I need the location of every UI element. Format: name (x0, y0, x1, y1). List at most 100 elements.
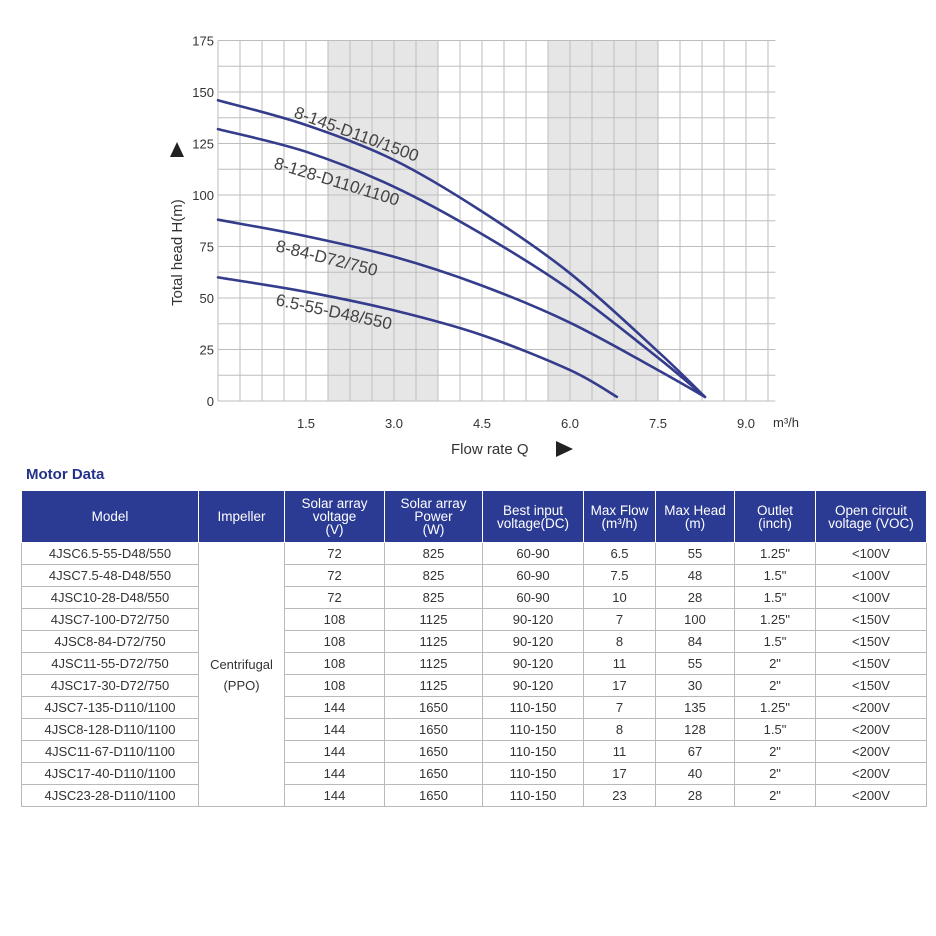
table-cell: 17 (583, 674, 656, 697)
table-cell: 2" (734, 674, 816, 697)
table-cell: 110-150 (482, 696, 584, 719)
column-header: Solar array Power (W) (384, 490, 483, 543)
table-cell: <200V (815, 784, 927, 807)
curve-line (216, 276, 619, 399)
pump-performance-chart: 8-145-D110/15008-128-D110/11008-84-D72/7… (169, 34, 799, 459)
table-cell: 1125 (384, 608, 483, 631)
table-cell: 72 (284, 564, 385, 587)
table-cell: 4JSC11-55-D72/750 (21, 652, 199, 675)
chart-grid (217, 40, 776, 402)
table-cell: <150V (815, 674, 927, 697)
motor-data-table: Model Impeller Solar array voltage (V) Solar … (21, 490, 927, 807)
table-cell: 1125 (384, 630, 483, 653)
table-cell: 1.25" (734, 608, 816, 631)
table-cell: 108 (284, 674, 385, 697)
y-tick-label: 150 (192, 85, 214, 100)
table-cell: 1.25" (734, 542, 816, 565)
table-cell: 4JSC7-135-D110/1100 (21, 696, 199, 719)
table-cell: 110-150 (482, 784, 584, 807)
table-cell: 1650 (384, 762, 483, 785)
table-cell: 1650 (384, 740, 483, 763)
table-cell: <200V (815, 740, 927, 763)
table-cell: 144 (284, 784, 385, 807)
column-header: Max Flow (m³/h) (583, 490, 656, 543)
column-header: Open circuit voltage (VOC) (815, 490, 927, 543)
table-cell: 7 (583, 608, 656, 631)
table-cell: 17 (583, 762, 656, 785)
table-cell: 1.5" (734, 564, 816, 587)
table-cell: 1125 (384, 652, 483, 675)
table-row: 4JSC8-84-D72/750 108 1125 90-120 8 84 1.5" <150… (21, 630, 927, 653)
x-tick-label: 7.5 (649, 416, 667, 431)
table-cell: 10 (583, 586, 656, 609)
table-cell: 144 (284, 696, 385, 719)
table-cell: 4JSC17-40-D110/1100 (21, 762, 199, 785)
table-cell: 60-90 (482, 564, 584, 587)
performance-curves (216, 98, 707, 399)
table-cell: 110-150 (482, 762, 584, 785)
table-cell: 84 (655, 630, 735, 653)
table-cell: 60-90 (482, 542, 584, 565)
table-cell: 28 (655, 586, 735, 609)
y-tick-label: 175 (192, 34, 214, 49)
curve-line (216, 218, 707, 399)
table-cell: 108 (284, 652, 385, 675)
table-row: 4JSC17-40-D110/1100 144 1650 110-150 17 40 2" <… (21, 762, 927, 785)
table-cell: 72 (284, 586, 385, 609)
table-cell: 4JSC11-67-D110/1100 (21, 740, 199, 763)
table-cell: 144 (284, 718, 385, 741)
table-cell: 7.5 (583, 564, 656, 587)
table-cell: 1125 (384, 674, 483, 697)
table-cell: 4JSC8-128-D110/1100 (21, 718, 199, 741)
table-cell: 108 (284, 630, 385, 653)
table-cell: 4JSC23-28-D110/1100 (21, 784, 199, 807)
table-cell: 11 (583, 740, 656, 763)
y-axis-label: Total head H(m) (169, 199, 186, 306)
table-cell: 8 (583, 630, 656, 653)
curve-line (216, 98, 707, 399)
y-tick-label: 50 (200, 291, 214, 306)
table-cell: 128 (655, 718, 735, 741)
table-cell: 55 (655, 652, 735, 675)
table-cell: 4JSC8-84-D72/750 (21, 630, 199, 653)
table-cell: 6.5 (583, 542, 656, 565)
table-row: 4JSC17-30-D72/750 108 1125 90-120 17 30 2" <150… (21, 674, 927, 697)
table-cell: 8 (583, 718, 656, 741)
table-cell: 135 (655, 696, 735, 719)
table-cell: 67 (655, 740, 735, 763)
table-cell: 4JSC17-30-D72/750 (21, 674, 199, 697)
impeller-cell: Centrifugal (PPO) (198, 542, 285, 807)
table-row: 4JSC10-28-D48/550 72 825 60-90 10 28 1.5" <100V (21, 586, 927, 609)
table-cell: 100 (655, 608, 735, 631)
table-cell: 825 (384, 586, 483, 609)
x-tick-label: 3.0 (385, 416, 403, 431)
table-cell: <150V (815, 652, 927, 675)
y-tick-label: 125 (192, 137, 214, 152)
table-cell: 825 (384, 542, 483, 565)
y-tick-label: 0 (207, 394, 214, 409)
table-cell: 11 (583, 652, 656, 675)
table-cell: 1.25" (734, 696, 816, 719)
table-cell: 4JSC6.5-55-D48/550 (21, 542, 199, 565)
x-axis-arrow-icon (556, 441, 573, 457)
table-row: 4JSC7-100-D72/750 108 1125 90-120 7 100 1.25" <… (21, 608, 927, 631)
table-cell: 108 (284, 608, 385, 631)
table-cell: <200V (815, 762, 927, 785)
column-header: Max Head (m) (655, 490, 735, 543)
table-cell: 1.5" (734, 718, 816, 741)
y-axis-arrow-icon (170, 142, 184, 157)
table-cell: 23 (583, 784, 656, 807)
x-tick-label: 6.0 (561, 416, 579, 431)
table-cell: 1650 (384, 784, 483, 807)
table-cell: 2" (734, 740, 816, 763)
table-cell: 1650 (384, 696, 483, 719)
table-cell: 144 (284, 762, 385, 785)
table-cell: <200V (815, 696, 927, 719)
table-row: 4JSC11-55-D72/750 108 1125 90-120 11 55 2" <150… (21, 652, 927, 675)
table-cell: 55 (655, 542, 735, 565)
table-cell: 90-120 (482, 608, 584, 631)
table-body: 4JSC6.5-55-D48/550 Centrifugal (PPO) 72 825 6… (21, 542, 927, 807)
table-cell: <200V (815, 718, 927, 741)
table-cell: 2" (734, 762, 816, 785)
curve-line (216, 127, 707, 399)
